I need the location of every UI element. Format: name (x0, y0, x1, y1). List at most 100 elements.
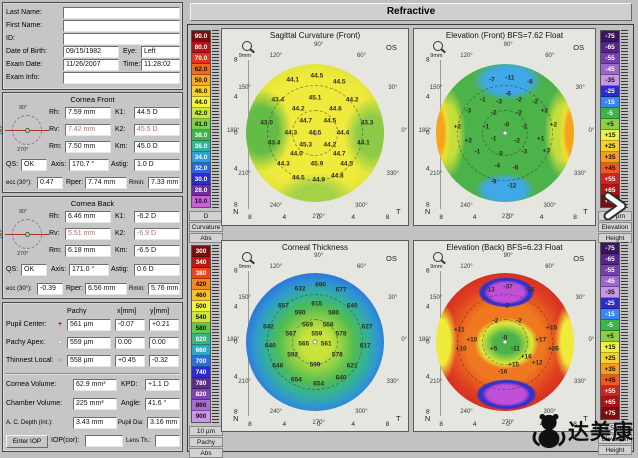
cornea-back-axis-diagram: 90° 180° 270° (0, 207, 49, 263)
diagram-270-label: 270° (17, 147, 29, 153)
pachy-scale-cells: 300 340 380 420 460 500 540 580 620 660 700 740 780 8… (191, 245, 211, 423)
apex-dot (502, 130, 507, 136)
last-name-label: Last Name: (6, 9, 42, 16)
cornea-back-panel: Cornea Back 90° 180° 270° Rh: 6.46 mm K1… (0, 196, 183, 299)
rmin-label: Rmin: (129, 180, 145, 186)
ecc-field[interactable]: 0.47 (37, 177, 63, 189)
first-name-field[interactable] (63, 20, 180, 32)
thinnest-local-y-field[interactable]: -0.32 (149, 355, 179, 367)
magnifier-icon[interactable]: 9mm (239, 252, 257, 272)
rh-field[interactable]: 7.59 mm (65, 107, 111, 119)
qs-label: QS: (6, 161, 19, 168)
rmin-field[interactable]: 7.33 mm (148, 177, 180, 189)
pachy-color-scale: 300 340 380 420 460 500 540 580 620 660 700 740 780 8… (189, 245, 223, 458)
k1-field[interactable]: 44.5 D (134, 107, 180, 119)
km-field[interactable]: 45.0 D (134, 141, 180, 153)
map-title: Elevation (Front) BFS=7.62 Float (445, 31, 564, 40)
apex-dot (312, 339, 318, 345)
angle-field[interactable]: 41.6 ° (145, 398, 180, 410)
elevation-front-scale-cells: -75 -65 -55 -45 -35 -25 -15 -5 +5 +15 +25 +35 +45 +55… (600, 30, 620, 208)
zoom-diameter-label: 9mm (238, 264, 251, 271)
astig-field[interactable]: 1.0 D (134, 159, 180, 171)
pachy-apex-x-field[interactable]: 0.00 (115, 337, 145, 349)
eye-side-label: OS (573, 254, 585, 264)
dob-field[interactable]: 09/15/1982 (63, 46, 119, 58)
cornea-front-panel: Cornea Front 90° 180° 270° Rh: 7.59 mm K… (0, 92, 183, 193)
rm-field[interactable]: 7.50 mm (65, 141, 111, 153)
pupil-center-label: Pupil Center: (6, 321, 47, 328)
pachy-apex-pachy-field[interactable]: 559 µm (67, 337, 111, 349)
axis-field[interactable]: 171.0 ° (69, 264, 109, 276)
rmin-field[interactable]: 5.76 mm (148, 283, 180, 295)
cornea-volume-label: Cornea Volume: (6, 381, 57, 388)
angle-label: Angle: (121, 400, 141, 407)
kpd-field[interactable]: +1.1 D (145, 379, 180, 391)
id-field[interactable] (63, 33, 180, 45)
elevation-back-scale-footer: 2.5 µm Elevation Height (598, 422, 632, 455)
kpd-label: KPD: (121, 381, 138, 388)
pachy-apex-marker: ● (58, 339, 63, 346)
enter-iop-button[interactable]: Enter IOP (6, 435, 48, 448)
pachy-apex-y-field[interactable]: 0.00 (149, 337, 179, 349)
eye-field[interactable]: Left (141, 46, 180, 58)
refractive-title-bar: Refractive (190, 3, 632, 21)
lens-th-label: Lens Th.: (126, 438, 151, 444)
temporal-label: T (583, 413, 588, 423)
exam-info-field[interactable] (63, 72, 180, 84)
magnifier-icon[interactable]: 9mm (430, 252, 448, 272)
elevation-back-map: Elevation (Back) BFS=6.23 Float 9mm OS -… (413, 240, 596, 432)
rper-label: Rper: (66, 285, 84, 292)
curvature-scale-footer: D Curvature Abs (189, 210, 223, 243)
rh-field[interactable]: 6.46 mm (65, 211, 111, 223)
magnifier-icon[interactable]: 9mm (239, 40, 257, 61)
ac-depth-field[interactable]: 3.43 mm (73, 417, 117, 429)
temporal-label: T (395, 207, 401, 217)
ecc-field[interactable]: -0.39 (37, 283, 63, 295)
eye-side-label: OS (386, 254, 397, 264)
sagittal-curvature-map: Sagittal Curvature (Front) 9mm OS 44.1 44… (221, 28, 409, 226)
axis-field[interactable]: 170.7 ° (69, 159, 109, 171)
pupil-dia-field[interactable]: 3.16 mm (147, 417, 180, 429)
k2-field[interactable]: 45.5 D (134, 124, 180, 136)
outer-ring (456, 84, 553, 181)
x-column-header: x[mm] (117, 308, 137, 315)
pachy-scale-ticks (212, 245, 219, 423)
lens-th-field[interactable] (155, 435, 180, 447)
rm-field[interactable]: 6.18 mm (65, 245, 111, 257)
pupil-center-pachy-field[interactable]: 561 µm (67, 319, 111, 331)
thinnest-local-pachy-field[interactable]: 558 µm (67, 355, 111, 367)
rv-field[interactable]: 7.42 mm (65, 124, 111, 136)
rv-field[interactable]: 5.51 mm (65, 228, 111, 240)
qs-field[interactable]: OK (21, 264, 47, 276)
rper-label: Rper: (66, 179, 84, 186)
chamber-volume-field[interactable]: 225 mm³ (73, 398, 117, 410)
map-title: Elevation (Back) BFS=6.23 Float (446, 243, 563, 252)
k1-field[interactable]: -6.2 D (134, 211, 180, 223)
nasal-label: N (424, 207, 431, 217)
last-name-field[interactable] (63, 7, 180, 19)
qs-field[interactable]: OK (21, 159, 47, 171)
axis-label: Axis: (51, 266, 67, 273)
elevation-front-color-scale: -75 -65 -55 -45 -35 -25 -15 -5 +5 +15 +25 +35 +45 +55… (598, 30, 632, 243)
k1-label: K1: (115, 213, 126, 220)
km-field[interactable]: -6.5 D (134, 245, 180, 257)
thinnest-local-x-field[interactable]: +0.45 (115, 355, 145, 367)
time-label: Time: (123, 61, 141, 68)
astig-field[interactable]: 0.6 D (134, 264, 180, 276)
outer-ring (267, 84, 363, 181)
rper-field[interactable]: 6.56 mm (85, 283, 127, 295)
elevation-front-map: Elevation (Front) BFS=7.62 Float 9mm OS … (413, 28, 596, 226)
rmin-label: Rmin: (129, 286, 145, 292)
map-title: Corneal Thickness (281, 243, 349, 252)
cornea-volume-field[interactable]: 62.9 mm³ (73, 379, 117, 391)
rper-field[interactable]: 7.74 mm (85, 177, 127, 189)
iop-cor-field[interactable] (85, 435, 123, 447)
diagram-90-label: 90° (19, 209, 28, 215)
pupil-center-x-field[interactable]: -0.07 (115, 319, 145, 331)
time-field[interactable]: 11:28:02 (141, 59, 180, 71)
pupil-center-y-field[interactable]: +0.21 (149, 319, 179, 331)
magnifier-icon[interactable]: 9mm (430, 40, 448, 61)
exam-date-field[interactable]: 11/26/2007 (63, 59, 119, 71)
k2-field[interactable]: -6.9 D (134, 228, 180, 240)
k2-label: K2: (115, 230, 126, 237)
